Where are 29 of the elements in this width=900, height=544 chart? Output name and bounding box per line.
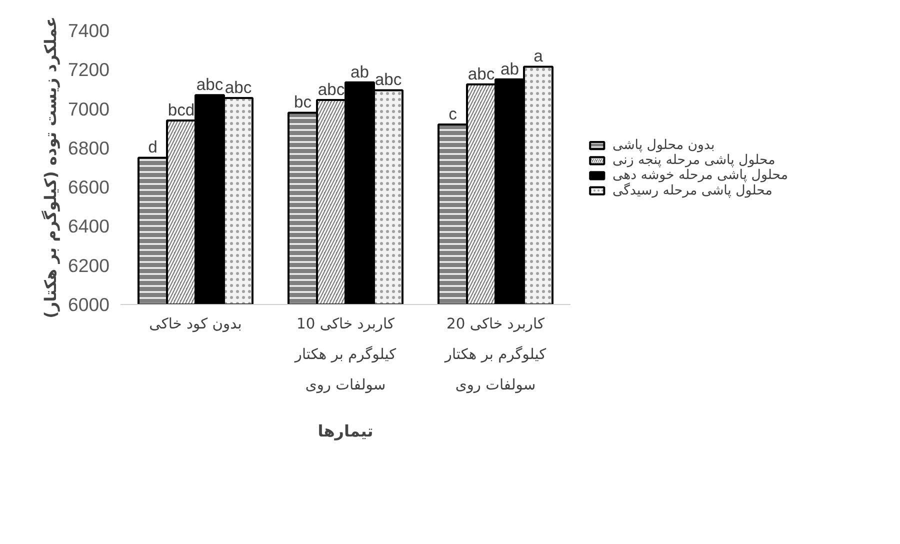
legend-label: بدون محلول پاشی	[612, 138, 715, 154]
data-label: c	[448, 104, 457, 124]
data-label: abc	[318, 80, 345, 99]
y-tick-label: 6000	[68, 294, 110, 315]
y-tick-label: 7400	[68, 20, 110, 41]
data-label: ab	[350, 62, 370, 82]
data-label: a	[534, 46, 544, 66]
data-label: abc	[196, 75, 224, 94]
data-label: abc	[374, 70, 402, 90]
data-label: d	[148, 138, 158, 157]
x-tick-label: بدون کود خاکی	[149, 316, 242, 332]
y-tick-label: 6600	[68, 176, 110, 198]
x-axis-title: تیمارها	[318, 422, 374, 441]
data-label: bc	[294, 92, 312, 112]
legend-label: محلول پاشی مرحله پنجه زنی	[612, 153, 776, 168]
y-tick-label: 7000	[68, 98, 110, 120]
legend-label: محلول پاشی مرحله رسیدگی	[612, 182, 772, 198]
x-tick-label: کاربرد خاکی 10 کیلوگرم بر هکتار سولفات روی	[294, 316, 396, 394]
data-label: ab	[500, 59, 520, 78]
y-tick-label: 7200	[68, 59, 110, 80]
legend-label: محلول پاشی مرحله خوشه دهی	[612, 168, 788, 184]
y-tick-label: 6800	[68, 137, 110, 158]
x-tick-label: کاربرد خاکی 20 کیلوگرم بر هکتار سولفات روی	[444, 316, 546, 394]
y-tick-label: 6400	[68, 216, 110, 237]
data-label: bcd	[168, 100, 195, 120]
data-label: abc	[224, 78, 252, 98]
data-label: abc	[468, 64, 495, 84]
y-tick-label: 6200	[68, 254, 110, 276]
y-axis-title: عملکرد زیست توده (کیلوگرم بر هکتار)	[40, 16, 60, 318]
